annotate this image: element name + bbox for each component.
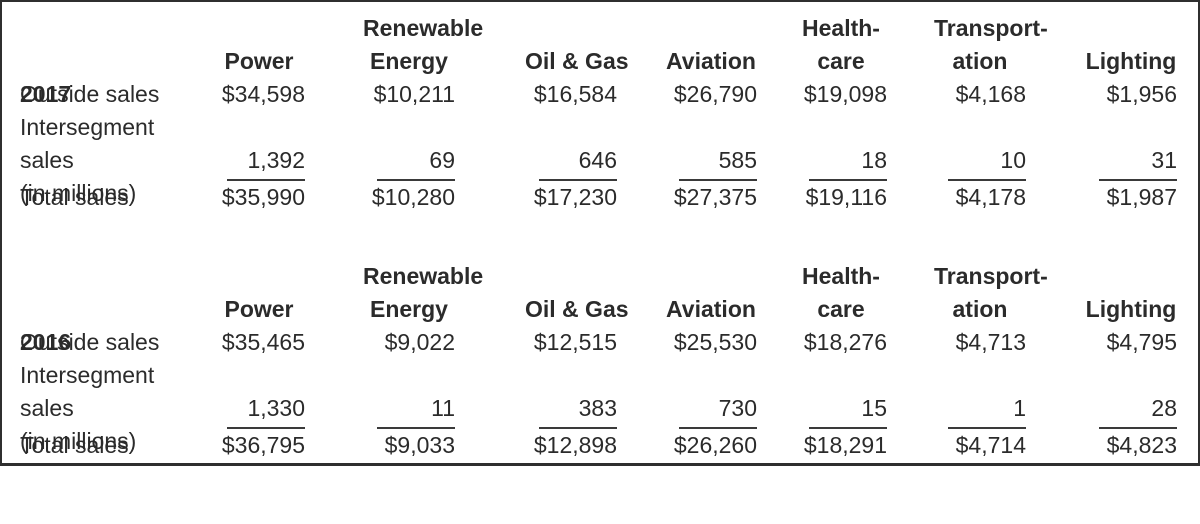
unit-label: (in millions) (20, 180, 137, 206)
row-label-outside-sales: Outside sales (20, 81, 160, 107)
cell-value: $4,168 (955, 81, 1026, 107)
column-header-label: Renewable Energy (363, 263, 484, 322)
cell-value-underlined: 585 (617, 111, 757, 181)
intersegment-value: 1,392 (227, 144, 305, 181)
row-label-total-sales: Total sales (20, 432, 129, 458)
intersegment-value: 646 (539, 144, 617, 181)
intersegment-value: 585 (679, 144, 757, 181)
column-header-label: Renewable Energy (363, 15, 484, 74)
intersegment-value: 10 (948, 144, 1026, 181)
cell-value: $35,465 (221, 329, 305, 355)
column-header-healthcare: Health- care (757, 12, 887, 78)
intersegment-value: 1,330 (227, 392, 305, 429)
cell-value-underlined: 31 (1026, 111, 1177, 181)
cell-value-underlined: 1 (887, 359, 1026, 429)
row-label-total-sales: Total sales (20, 184, 129, 210)
cell-value-total: $4,823 (1106, 432, 1177, 458)
column-header-lighting: Lighting (1026, 260, 1177, 326)
cell-value: $16,584 (533, 81, 617, 107)
cell-value: $4,795 (1106, 329, 1177, 355)
cell-value-underlined: 383 (455, 359, 617, 429)
column-header-label: Aviation (666, 296, 756, 322)
cell-value-total: $36,795 (221, 432, 305, 458)
cell-value-total: $9,033 (384, 432, 455, 458)
column-header-oil-gas: Oil & Gas (455, 12, 629, 78)
year-label: 2016 (20, 329, 72, 355)
column-header-healthcare: Health- care (757, 260, 887, 326)
cell-value: $4,713 (955, 329, 1026, 355)
intersegment-value: 28 (1099, 392, 1177, 429)
year-label: 2017 (20, 81, 72, 107)
cell-value-total: $18,291 (803, 432, 887, 458)
column-header-aviation: Aviation (617, 12, 757, 78)
section-title-2016: 2016 (in millions) (20, 260, 207, 454)
column-header-transportation: Transport- ation (887, 12, 1048, 78)
cell-value-underlined: 10 (887, 111, 1026, 181)
column-header-oil-gas: Oil & Gas (455, 260, 629, 326)
column-header-transportation: Transport- ation (887, 260, 1048, 326)
intersegment-value: 11 (377, 392, 455, 429)
cell-value-underlined: 11 (305, 359, 455, 429)
column-header-label: Aviation (666, 48, 756, 74)
cell-value-total: $10,280 (371, 184, 455, 210)
section-2017: 2017 (in millions) Power Renewable Energ… (20, 12, 1198, 214)
cell-value: $18,276 (803, 329, 887, 355)
column-header-label: Health- care (802, 263, 880, 322)
section-2016: 2016 (in millions) Power Renewable Energ… (20, 260, 1198, 462)
column-header-label: Health- care (802, 15, 880, 74)
column-header-label: Power (224, 48, 294, 74)
column-header-renewable-energy: Renewable Energy (305, 260, 484, 326)
cell-value-underlined: 15 (757, 359, 887, 429)
cell-value-total: $1,987 (1106, 184, 1177, 210)
column-header-label: Lighting (1085, 48, 1177, 74)
intersegment-value: 1 (948, 392, 1026, 429)
intersegment-value: 15 (809, 392, 887, 429)
intersegment-value: 69 (377, 144, 455, 181)
column-header-label: Transport- ation (934, 263, 1048, 322)
row-label-intersegment-sales: Intersegment sales (20, 114, 155, 173)
cell-value-underlined: 18 (757, 111, 887, 181)
segment-sales-table: 2017 (in millions) Power Renewable Energ… (0, 0, 1200, 466)
cell-value-total: $27,375 (673, 184, 757, 210)
column-header-label: Transport- ation (934, 15, 1048, 74)
column-header-power: Power (207, 260, 305, 326)
cell-value: $9,022 (384, 329, 455, 355)
cell-value-underlined: 730 (617, 359, 757, 429)
cell-value: $34,598 (221, 81, 305, 107)
column-header-power: Power (207, 12, 305, 78)
cell-value-total: $4,714 (955, 432, 1026, 458)
column-header-renewable-energy: Renewable Energy (305, 12, 484, 78)
intersegment-value: 18 (809, 144, 887, 181)
cell-value-underlined: 646 (455, 111, 617, 181)
cell-value: $26,790 (673, 81, 757, 107)
column-header-label: Power (224, 296, 294, 322)
row-label-outside-sales: Outside sales (20, 329, 160, 355)
column-header-label: Oil & Gas (525, 48, 629, 74)
cell-value: $10,211 (373, 81, 455, 107)
cell-value-total: $12,898 (533, 432, 617, 458)
column-header-label: Lighting (1085, 296, 1177, 322)
unit-label: (in millions) (20, 428, 137, 454)
intersegment-value: 31 (1099, 144, 1177, 181)
cell-value: $1,956 (1106, 81, 1177, 107)
cell-value-total: $4,178 (955, 184, 1026, 210)
cell-value: $19,098 (803, 81, 887, 107)
intersegment-value: 730 (679, 392, 757, 429)
cell-value: $25,530 (673, 329, 757, 355)
cell-value-underlined: 1,330 (207, 359, 305, 429)
column-header-aviation: Aviation (617, 260, 757, 326)
intersegment-value: 383 (539, 392, 617, 429)
cell-value-total: $26,260 (673, 432, 757, 458)
cell-value-total: $17,230 (533, 184, 617, 210)
cell-value-underlined: 1,392 (207, 111, 305, 181)
cell-value: $12,515 (533, 329, 617, 355)
section-title-2017: 2017 (in millions) (20, 12, 207, 206)
cell-value-underlined: 28 (1026, 359, 1177, 429)
cell-value-total: $35,990 (221, 184, 305, 210)
cell-value-total: $19,116 (805, 184, 887, 210)
row-label-intersegment-sales: Intersegment sales (20, 362, 155, 421)
column-header-lighting: Lighting (1026, 12, 1177, 78)
column-header-label: Oil & Gas (525, 296, 629, 322)
cell-value-underlined: 69 (305, 111, 455, 181)
